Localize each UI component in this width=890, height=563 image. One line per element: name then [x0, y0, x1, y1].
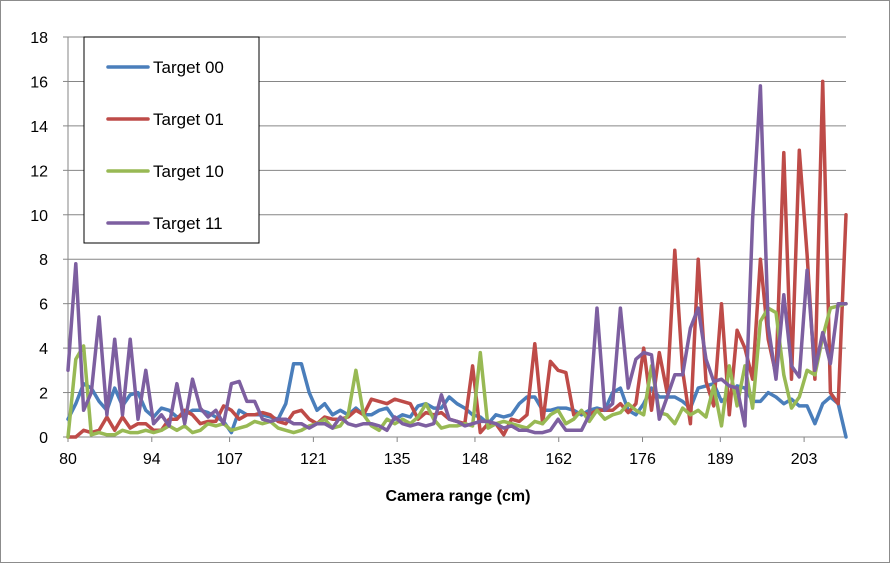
- x-tick-label: 80: [59, 451, 77, 468]
- y-tick-label: 6: [39, 297, 48, 314]
- x-tick-label: 121: [300, 451, 327, 468]
- legend: Target 00 Target 01 Target 10 Target 11: [83, 36, 260, 244]
- legend-label: Target 01: [153, 110, 224, 129]
- y-tick-label: 4: [39, 341, 48, 358]
- y-tick-label: 8: [39, 252, 48, 269]
- series-line-target-10: [66, 301, 848, 439]
- y-tick-label: 18: [30, 30, 48, 47]
- x-tick-label: 94: [143, 451, 161, 468]
- legend-label: Target 00: [153, 58, 224, 77]
- y-tick-label: 2: [39, 386, 48, 403]
- y-tick-label: 0: [39, 430, 48, 447]
- y-tick-label: 12: [30, 163, 48, 180]
- y-tick-label: 16: [30, 74, 48, 91]
- x-tick-label: 176: [629, 451, 656, 468]
- y-tick-label: 14: [30, 119, 48, 136]
- x-tick-label: 189: [707, 451, 734, 468]
- y-tick-labels: 0 2 4 6 8 10 12 14 16 18: [30, 30, 48, 447]
- legend-label: Target 10: [153, 162, 224, 181]
- series-lines: [66, 79, 848, 439]
- series-line-target-11: [66, 84, 848, 435]
- legend-box: [83, 36, 260, 244]
- x-tick-label: 148: [462, 451, 489, 468]
- x-tick-label: 135: [384, 451, 411, 468]
- x-tick-label: 107: [216, 451, 243, 468]
- x-tick-label: 203: [791, 451, 818, 468]
- y-tick-label: 10: [30, 208, 48, 225]
- x-axis-label: Camera range (cm): [386, 488, 531, 505]
- x-tick-labels: 80 94 107 121 135 148 162 176 189 203: [59, 451, 817, 468]
- legend-label: Target 11: [153, 214, 223, 233]
- x-tick-label: 162: [545, 451, 572, 468]
